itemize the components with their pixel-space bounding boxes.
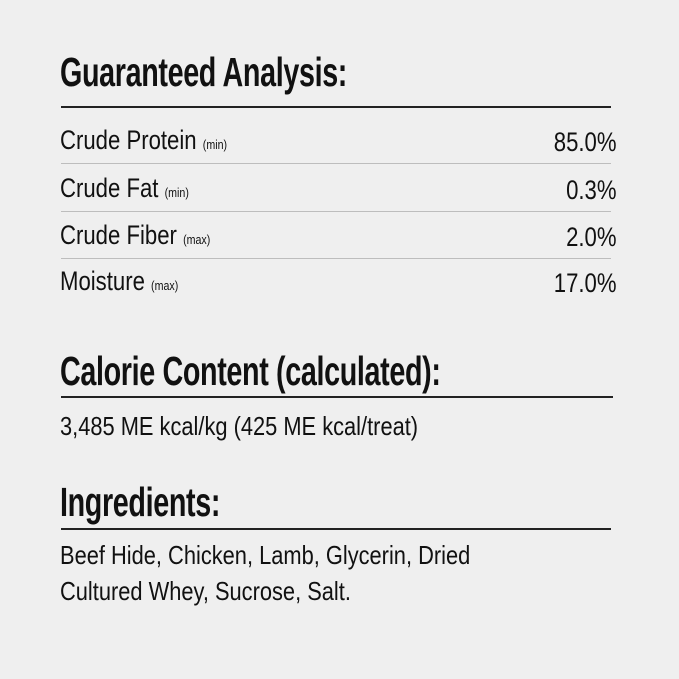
guaranteed-analysis-heading: Guaranteed Analysis: [60,49,348,95]
row-label-text: Crude Fat [60,173,159,203]
row-label-crude-fat: Crude Fat (min) [60,175,189,202]
row-divider [61,163,611,164]
row-label-text: Crude Fiber [60,220,177,250]
row-qualifier: (min) [164,185,189,200]
heading-divider [61,106,611,108]
row-value-moisture: 17.0% [554,268,617,298]
row-value-crude-fiber: 2.0% [566,222,617,252]
row-qualifier: (max) [183,232,211,247]
row-label-crude-protein: Crude Protein (min) [60,127,227,154]
ingredients-line-2: Cultured Whey, Sucrose, Salt. [60,576,351,606]
calorie-content-text: 3,485 ME kcal/kg (425 ME kcal/treat) [60,411,419,441]
row-label-text: Crude Protein [60,125,197,155]
calorie-content-heading: Calorie Content (calculated): [60,348,441,394]
row-qualifier: (min) [202,137,228,152]
row-label-moisture: Moisture (max) [60,268,178,295]
row-qualifier: (max) [151,278,179,293]
ingredients-line-1: Beef Hide, Chicken, Lamb, Glycerin, Drie… [60,540,471,570]
row-divider [61,211,611,212]
row-label-text: Moisture [60,266,145,296]
row-value-crude-fat: 0.3% [566,175,617,205]
heading-divider [61,396,613,398]
row-value-crude-protein: 85.0% [554,127,617,157]
row-label-crude-fiber: Crude Fiber (max) [60,222,210,249]
ingredients-heading: Ingredients: [60,479,221,525]
row-divider [61,258,611,259]
heading-divider [61,528,611,530]
